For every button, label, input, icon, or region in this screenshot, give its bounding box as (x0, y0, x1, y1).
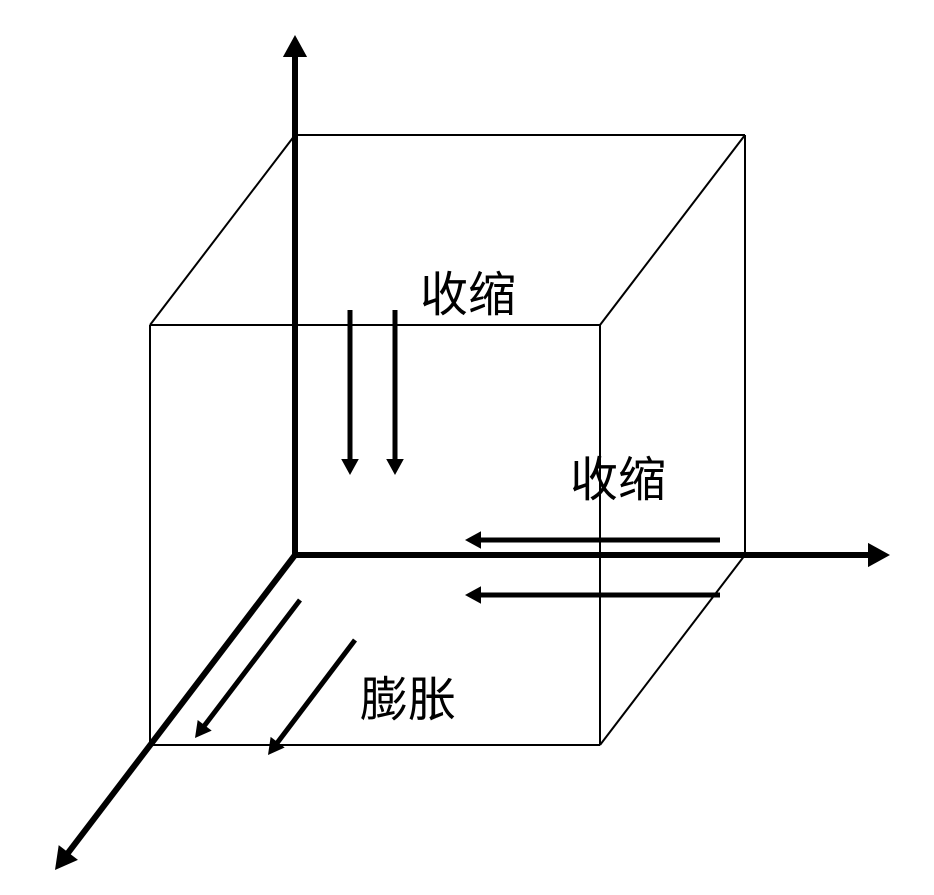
arrow-expand-d1 (201, 600, 300, 730)
axis-x-head (868, 543, 890, 567)
arrow-shrink-h1-head (465, 531, 481, 549)
label-shrink-right: 收缩 (570, 440, 666, 510)
cube-right-bottom-conn (600, 555, 745, 745)
label-expand-bottom: 膨胀 (360, 660, 456, 730)
cube-right-top-conn (600, 135, 745, 325)
diagram-canvas (0, 0, 934, 895)
arrow-shrink-v1-head (341, 459, 359, 475)
cube-left-top-conn (150, 135, 295, 325)
arrow-shrink-h2-head (465, 586, 481, 604)
arrow-expand-d2 (274, 640, 355, 747)
axis-y-head (283, 35, 307, 57)
label-shrink-top: 收缩 (420, 255, 516, 325)
arrow-shrink-v2-head (386, 459, 404, 475)
axis-z (63, 555, 295, 860)
